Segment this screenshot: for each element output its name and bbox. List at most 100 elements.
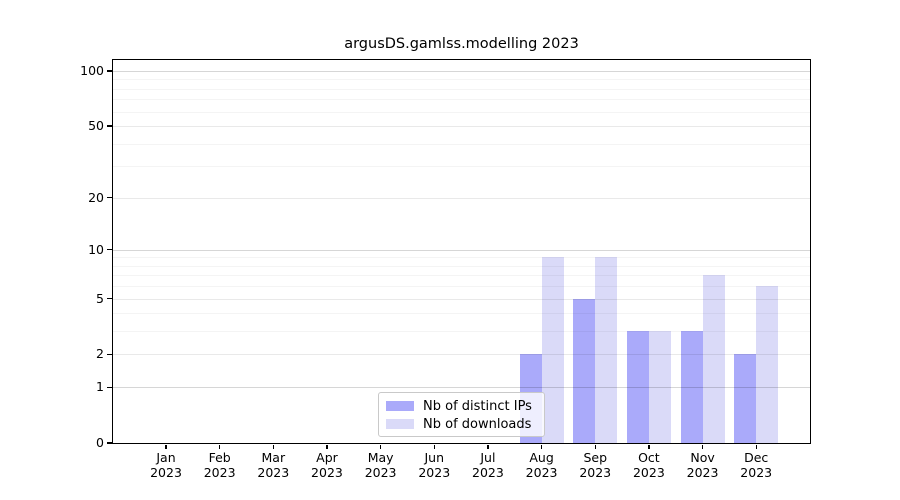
bar-distinct-ips-nov [680,331,703,443]
x-tick-month: Nov [690,450,715,465]
y-tick-20 [107,196,112,199]
y-tick-1 [107,386,112,388]
bar-distinct-ips-oct [626,331,649,443]
bar-downloads-sep [595,257,618,443]
bar-downloads-dec [756,286,779,443]
x-tick-label-mar: Mar 2023 [243,450,303,480]
x-tick-apr [326,444,328,449]
x-tick-year: 2023 [364,465,397,480]
x-tick-label-jun: Jun 2023 [404,450,464,480]
x-tick-year: 2023 [203,465,236,480]
x-tick-label-oct: Oct 2023 [619,450,679,480]
gridline-5 [113,298,810,300]
gridline-80 [113,88,810,90]
legend-item-distinct-ips: Nb of distinct IPs [386,397,537,415]
x-tick-month: May [367,450,394,465]
x-tick-label-nov: Nov 2023 [673,450,733,480]
bar-downloads-nov [702,275,725,443]
x-tick-year: 2023 [632,465,665,480]
x-tick-label-jul: Jul 2023 [458,450,518,480]
y-tick-2 [107,353,112,356]
gridline-9 [113,257,810,259]
x-tick-jan [165,444,167,449]
legend: Nb of distinct IPs Nb of downloads [378,392,545,437]
bar-distinct-ips-dec [734,354,757,443]
x-tick-month: Feb [208,450,231,465]
gridline-100 [113,71,810,72]
x-tick-month: Apr [316,450,338,465]
x-tick-label-jan: Jan 2023 [136,450,196,480]
x-tick-oct [648,444,650,449]
y-tick-10 [107,249,112,251]
x-tick-feb [219,444,221,449]
legend-swatch-downloads [386,419,414,429]
x-tick-month: Sep [583,450,608,465]
legend-label-distinct-ips: Nb of distinct IPs [423,398,532,414]
chart-title: argusDS.gamlss.modelling 2023 [344,36,579,52]
gridline-40 [113,143,810,145]
y-tick-label-1: 1 [96,379,104,395]
x-tick-aug [540,444,543,449]
gridline-60 [113,111,810,113]
y-tick-label-2: 2 [96,346,104,362]
x-tick-year: 2023 [472,465,504,480]
x-tick-month: Jul [480,450,496,465]
gridline-1 [113,387,810,389]
legend-item-downloads: Nb of downloads [386,415,537,433]
x-tick-month: Dec [744,450,769,465]
gridline-6 [113,286,810,288]
bar-downloads-aug [541,257,564,443]
x-tick-month: Jan [156,450,176,465]
y-tick-label-0: 0 [96,435,104,450]
gridline-20 [113,197,810,199]
legend-label-downloads: Nb of downloads [423,416,532,432]
gridline-10 [113,249,810,251]
gridline-3 [113,331,810,333]
x-tick-label-may: May 2023 [351,450,411,480]
x-tick-year: 2023 [418,465,451,480]
x-tick-label-feb: Feb 2023 [190,450,250,480]
x-tick-year: 2023 [525,465,558,480]
gridline-2 [113,354,810,356]
y-tick-label-10: 10 [88,241,104,257]
gridline-70 [113,99,810,101]
y-tick-label-50: 50 [88,118,104,134]
gridline-30 [113,166,810,168]
gridline-7 [113,275,810,277]
x-tick-month: Mar [261,450,286,465]
y-tick-50 [107,125,112,127]
x-tick-label-aug: Aug 2023 [512,450,572,480]
x-tick-label-apr: Apr 2023 [297,450,357,480]
y-tick-5 [107,297,112,300]
x-tick-sep [594,444,596,449]
gridline-4 [113,313,810,315]
x-tick-year: 2023 [150,465,182,480]
x-tick-dec [755,444,757,449]
gridline-50 [113,126,810,128]
x-tick-label-dec: Dec 2023 [726,450,786,480]
x-tick-may [379,444,382,449]
x-tick-nov [701,444,704,449]
y-tick-label-5: 5 [96,290,104,306]
x-tick-year: 2023 [686,465,719,480]
x-tick-mar [272,444,274,449]
x-tick-month: Aug [529,450,554,465]
bar-downloads-oct [648,331,671,443]
gridline-8 [113,265,810,267]
bar-distinct-ips-sep [573,298,596,443]
y-tick-label-20: 20 [88,189,104,205]
x-tick-year: 2023 [257,465,290,480]
y-tick-label-100: 100 [80,62,104,78]
x-tick-label-sep: Sep 2023 [565,450,625,480]
x-tick-month: Oct [638,450,660,465]
x-tick-jul [487,444,489,449]
y-tick-100 [107,70,112,72]
y-tick-0 [107,442,112,444]
x-tick-jun [433,444,435,449]
gridline-90 [113,79,810,81]
legend-swatch-distinct-ips [386,401,414,411]
x-tick-month: Jun [424,450,445,465]
x-tick-year: 2023 [579,465,612,480]
x-tick-year: 2023 [740,465,773,480]
